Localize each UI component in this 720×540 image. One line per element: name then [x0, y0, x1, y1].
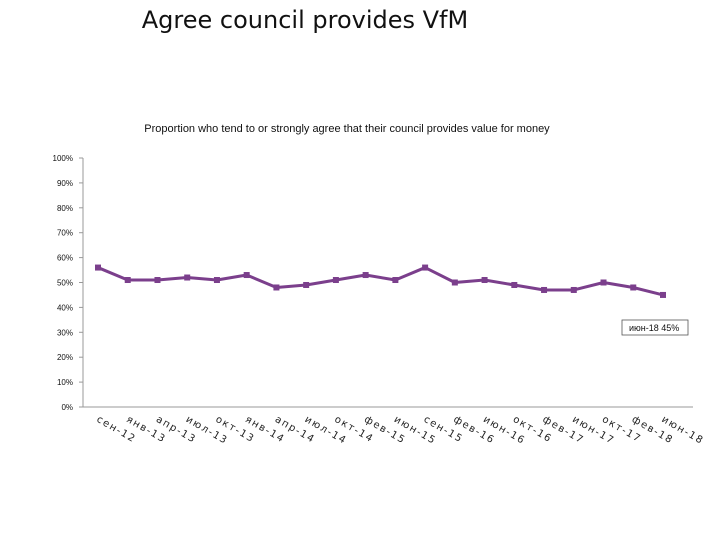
y-tick-label: 40%	[57, 303, 73, 312]
data-point	[273, 284, 280, 291]
slide-title: Agree council provides VfM	[141, 6, 469, 34]
data-point	[481, 277, 488, 284]
data-point	[184, 274, 191, 281]
y-tick-label: 10%	[57, 378, 73, 387]
data-point	[95, 264, 101, 271]
data-label: июн-18 45%	[621, 319, 689, 336]
y-tick-label: 20%	[57, 353, 73, 362]
y-tick-label: 50%	[57, 279, 73, 288]
y-tick-label: 30%	[57, 328, 73, 337]
data-point	[392, 277, 399, 284]
data-point	[303, 281, 310, 288]
y-tick-label: 70%	[57, 229, 73, 238]
data-point	[362, 272, 369, 279]
x-axis-ticks: сен-12янв-13апр-13июл-13окт-13янв-14апр-…	[95, 414, 706, 447]
chart-title: Proportion who tend to or strongly agree…	[144, 123, 550, 135]
y-tick-label: 80%	[57, 204, 73, 213]
y-tick-label: 100%	[53, 154, 73, 163]
data-point	[630, 284, 637, 291]
data-point	[154, 277, 161, 284]
data-point	[570, 286, 577, 293]
data-point	[600, 279, 607, 286]
data-label-text: июн-18 45%	[629, 323, 679, 333]
y-tick-label: 90%	[57, 179, 73, 188]
data-point	[541, 286, 548, 293]
data-point	[511, 281, 518, 288]
series-layer	[95, 264, 666, 298]
data-point	[213, 277, 220, 284]
data-label-box	[621, 319, 689, 336]
y-tick-label: 0%	[61, 403, 73, 412]
data-point	[422, 264, 429, 271]
y-tick-label: 60%	[57, 254, 73, 263]
data-point	[451, 279, 458, 286]
data-point	[243, 272, 250, 279]
series-line	[97, 266, 664, 297]
data-point	[660, 291, 666, 298]
data-point	[332, 277, 339, 284]
y-axis-ticks: 0% 10% 20% 30% 40% 50% 60% 70% 80% 90% 100%	[53, 154, 83, 412]
data-point	[124, 277, 131, 284]
